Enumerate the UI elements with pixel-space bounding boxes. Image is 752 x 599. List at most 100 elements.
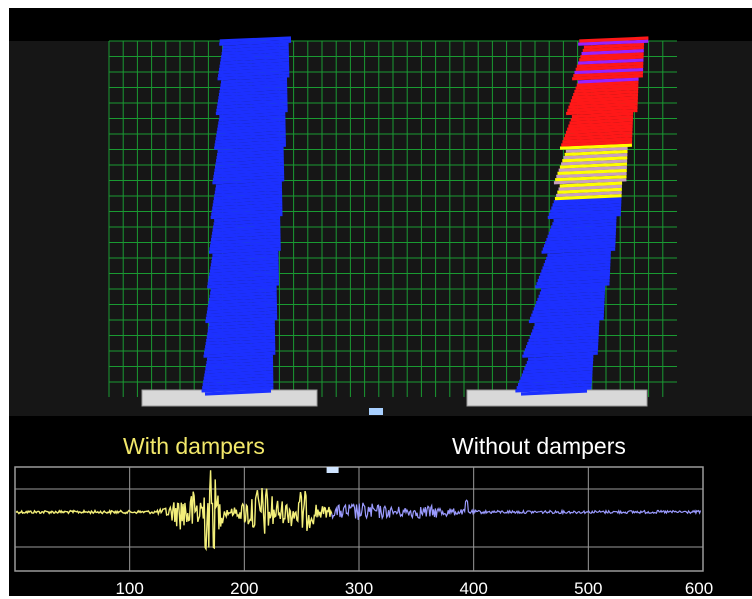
floor-slab: [542, 244, 616, 251]
floor-slab: [208, 294, 277, 302]
view-top-bar: [9, 8, 752, 41]
floor-slab: [212, 203, 283, 210]
floor-slab: [205, 338, 276, 346]
floor-slab: [564, 149, 628, 157]
floor-slab: [527, 338, 599, 346]
floor-slab: [556, 190, 622, 198]
label-with-dampers: With dampers: [123, 433, 265, 459]
floor-slab: [215, 137, 286, 144]
floor-slab: [219, 39, 292, 46]
floor-slab: [206, 310, 278, 317]
floor-slab: [222, 45, 289, 53]
floor-slab: [214, 190, 283, 198]
floor-slab: [577, 77, 639, 84]
floor-slab: [201, 386, 274, 393]
floor-slab: [211, 231, 281, 239]
floor-slab: [558, 165, 627, 172]
trace-future-segment: [331, 499, 702, 521]
floor-slab: [213, 197, 283, 204]
floor-slab: [533, 304, 605, 311]
floor-slab: [216, 130, 286, 138]
floor-slab: [209, 241, 281, 248]
floor-slab: [540, 269, 611, 276]
floor-slab: [559, 143, 633, 150]
floor-slab: [570, 115, 634, 122]
floor-slab: [519, 376, 593, 383]
floor-slab: [567, 105, 638, 112]
floor-slab: [565, 146, 628, 153]
floor-slab: [549, 225, 617, 232]
floor-slab: [208, 297, 277, 305]
floor-slab: [214, 140, 286, 147]
floor-slab: [214, 165, 285, 172]
floor-slab: [520, 373, 593, 380]
floor-slab: [524, 364, 593, 371]
floor-slab: [211, 257, 279, 264]
floor-slab: [217, 74, 290, 81]
floor-slab: [580, 52, 644, 59]
floor-slab: [574, 67, 644, 75]
floor-slab: [583, 42, 645, 49]
floor-slab: [219, 64, 290, 71]
floor-slab: [531, 310, 605, 317]
floor-slab: [202, 383, 274, 390]
floor-slab: [205, 342, 276, 349]
floor-slab: [208, 275, 279, 283]
floor-slab: [545, 238, 616, 245]
floor-slab: [579, 55, 644, 62]
floor-slab: [217, 146, 284, 153]
floor-slab: [571, 112, 634, 119]
floor-slab: [544, 257, 611, 264]
floor-slab: [204, 389, 272, 396]
floor-slab: [207, 282, 280, 289]
floor-slab: [563, 153, 628, 160]
floor-slab: [527, 354, 594, 361]
floor-slab: [212, 178, 285, 185]
floor-slab: [211, 206, 283, 213]
floor-slab: [532, 326, 600, 333]
playhead-marker[interactable]: [326, 467, 339, 473]
floor-slab: [220, 55, 290, 62]
floor-slab: [530, 313, 604, 320]
floor-slab: [220, 80, 288, 87]
floor-slab: [213, 168, 285, 175]
floor-slab: [541, 247, 616, 254]
floor-slab: [215, 156, 284, 163]
floor-slab: [209, 244, 281, 251]
floor-slab: [524, 345, 599, 352]
floor-slab: [205, 364, 274, 371]
floor-slab: [563, 134, 633, 141]
floor-slab: [221, 52, 289, 59]
floor-slab: [215, 184, 283, 191]
floor-slab: [217, 99, 288, 106]
floor-slab: [203, 373, 274, 380]
building-with-dampers: [201, 36, 292, 396]
floor-slab: [530, 329, 599, 336]
floor-slab: [529, 332, 599, 339]
floor-slab: [547, 212, 621, 220]
floor-slab: [522, 351, 598, 358]
floor-slab: [538, 272, 610, 279]
tick-label: 600: [684, 579, 714, 598]
floor-slab: [207, 301, 277, 308]
floor-slab: [575, 83, 639, 90]
floor-slab: [571, 93, 639, 100]
floor-slab: [213, 171, 285, 179]
floor-slab: [220, 77, 288, 84]
floor-slab: [528, 316, 604, 324]
floor-slab: [210, 288, 277, 295]
floor-slab: [547, 250, 611, 257]
floor-slab: [543, 260, 611, 267]
floor-slab: [215, 134, 286, 141]
floor-slab: [210, 260, 279, 267]
floor-slab: [220, 58, 290, 65]
floor-slab: [559, 162, 628, 169]
tick-label: 200: [230, 579, 259, 598]
floor-slab: [221, 49, 289, 56]
floor-slab: [214, 216, 281, 223]
floor-slab: [206, 357, 274, 365]
floor-slab: [522, 367, 593, 374]
floor-slab: [212, 250, 279, 257]
floor-slab: [552, 219, 617, 226]
floor-slab: [516, 383, 592, 390]
